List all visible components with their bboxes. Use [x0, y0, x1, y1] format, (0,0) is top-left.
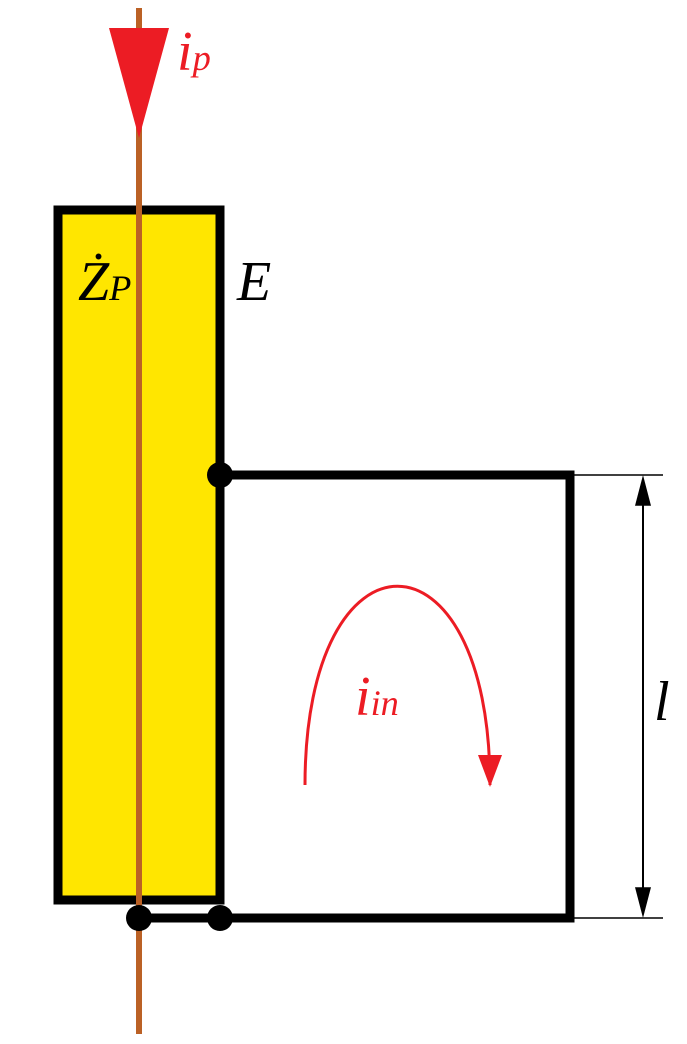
label-ip-base: i — [177, 21, 193, 83]
label-zp: ŻP — [78, 250, 131, 314]
dim-arrow-top — [635, 475, 651, 506]
node-2 — [126, 905, 152, 931]
node-1 — [207, 905, 233, 931]
label-zp-sub: P — [109, 268, 131, 308]
label-iin: iin — [355, 665, 399, 729]
dim-arrow-bottom — [635, 887, 651, 918]
ip-arrowhead — [109, 28, 169, 138]
label-iin-base: i — [355, 666, 371, 728]
iin-arrowhead — [478, 755, 502, 787]
label-l-base: l — [654, 671, 670, 733]
node-0 — [207, 462, 233, 488]
label-e: E — [237, 250, 271, 314]
label-l: l — [654, 670, 670, 734]
label-ip-sub: p — [193, 38, 211, 78]
label-e-base: E — [237, 251, 271, 313]
label-zp-base: Ż — [78, 251, 109, 313]
label-ip: ip — [177, 20, 211, 84]
label-iin-sub: in — [371, 683, 399, 723]
